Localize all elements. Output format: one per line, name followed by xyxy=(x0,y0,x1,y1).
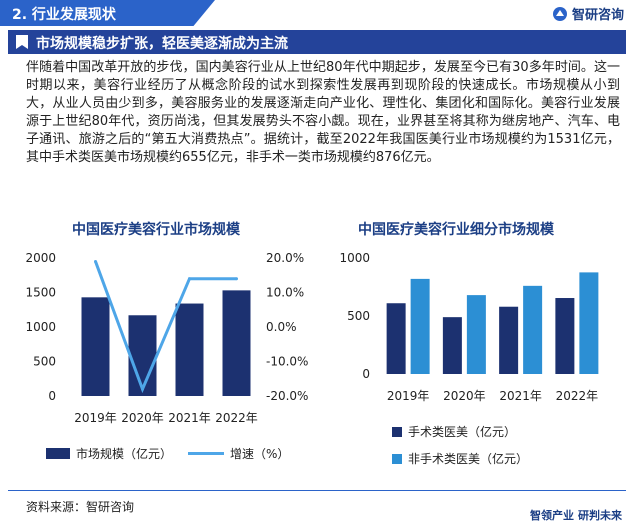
legend-line-swatch xyxy=(188,452,224,455)
chart2-bar-nonsurgical xyxy=(523,285,543,374)
chart1-y2-tick: 10.0% xyxy=(266,286,304,300)
chart2-bar-nonsurgical xyxy=(579,272,599,374)
chart1-y-tick: 1500 xyxy=(25,286,56,300)
chart2-legend-nonsurgical-label: 非手术类医美（亿元） xyxy=(408,452,529,466)
chart1-growth-point xyxy=(94,259,97,263)
chart2-x-tick: 2019年 xyxy=(387,389,430,403)
banner-title: 市场规模稳步扩张，轻医美逐渐成为主流 xyxy=(36,36,288,52)
chart2-title: 中国医疗美容行业细分市场规模 xyxy=(358,222,554,238)
source-note: 资料来源：智研咨询 xyxy=(26,500,135,514)
legend-surgical-swatch xyxy=(392,426,402,437)
chart1-y2-tick: 0.0% xyxy=(266,320,297,334)
chart1-y-tick: 500 xyxy=(33,355,56,369)
chart1-y-tick: 2000 xyxy=(25,251,56,265)
brand: 智研咨询 xyxy=(552,4,624,23)
footer-rule xyxy=(8,490,626,491)
chart1-growth-point xyxy=(188,277,191,281)
chart1-growth-point xyxy=(141,387,144,391)
chart1-x-tick: 2019年 xyxy=(74,411,117,424)
legend-bar-swatch xyxy=(46,448,70,459)
chart2-legend-surgical-label: 手术类医美（亿元） xyxy=(408,425,517,439)
brand-name: 智研咨询 xyxy=(571,8,624,23)
intro-paragraph: 伴随着中国改革开放的步伐，国内美容行业从上世纪80年代中期起步，发展至今已有30… xyxy=(26,60,620,165)
section-tab: 2. 行业发展现状 xyxy=(0,0,215,26)
banner-flag-icon xyxy=(16,35,28,49)
chart1-legend-bar-label: 市场规模（亿元） xyxy=(76,447,173,461)
footer: 资料来源：智研咨询 智领产业 研判未来 xyxy=(0,490,634,525)
brand-logo-icon xyxy=(552,6,567,21)
chart1-legend-line: 增速（%） xyxy=(188,445,289,462)
section-banner: 市场规模稳步扩张，轻医美逐渐成为主流 xyxy=(8,30,626,54)
chart2-bar-surgical xyxy=(442,317,462,374)
chart2-y-tick: 1000 xyxy=(340,251,370,265)
chart1-y2-tick: 20.0% xyxy=(266,251,304,265)
slogan-left: 智领产业 xyxy=(530,509,574,522)
chart1-x-tick: 2021年 xyxy=(168,411,211,424)
chart1-growth-line xyxy=(94,260,237,394)
chart1-legend-bar: 市场规模（亿元） xyxy=(46,445,172,462)
chart2-x-tick: 2022年 xyxy=(556,389,599,403)
chart2-x-tick: 2020年 xyxy=(443,389,486,403)
chart1-y2-tick: -10.0% xyxy=(266,355,308,369)
chart1-title: 中国医疗美容行业市场规模 xyxy=(72,222,240,238)
chart2-bar-nonsurgical xyxy=(410,278,430,374)
chart2-legend-nonsurgical: 非手术类医美（亿元） xyxy=(392,450,528,467)
slogan: 智领产业 研判未来 xyxy=(530,507,622,523)
chart1-y-tick: 1000 xyxy=(25,320,56,334)
chart2-bar-surgical xyxy=(386,303,406,374)
slogan-right: 研判未来 xyxy=(578,509,622,522)
chart2-legend-surgical: 手术类医美（亿元） xyxy=(392,423,516,440)
legend-nonsurgical-swatch xyxy=(392,453,402,464)
chart1-legend-line-label: 增速（%） xyxy=(230,447,290,461)
chart1-y2-tick: -20.0% xyxy=(266,389,308,403)
chart1-growth-point xyxy=(235,277,238,281)
chart1-bar xyxy=(128,315,157,396)
chart2-bar-surgical xyxy=(499,306,519,374)
header: 2. 行业发展现状 智研咨询 xyxy=(0,0,634,26)
chart2-segment-size: 0 500 1000 2019年 2020年 2021年 2022年 xyxy=(340,251,599,403)
chart2-bar-surgical xyxy=(555,298,575,374)
chart2-bar-nonsurgical xyxy=(466,295,486,374)
chart2-y-tick: 500 xyxy=(347,309,370,323)
section-title: 2. 行业发展现状 xyxy=(12,7,116,23)
chart1-bar xyxy=(81,297,110,396)
chart1-x-tick: 2020年 xyxy=(121,411,164,424)
chart1-x-tick: 2022年 xyxy=(215,411,258,424)
chart1-market-size: 0 500 1000 1500 2000 -20.0% -10.0% 0.0% 10.0% 20.… xyxy=(25,251,308,424)
chart2-x-tick: 2021年 xyxy=(499,389,542,403)
chart2-y-tick: 0 xyxy=(362,367,370,381)
chart1-bar xyxy=(175,303,204,396)
chart1-y-tick: 0 xyxy=(48,389,56,403)
chart1-bar xyxy=(222,290,251,396)
